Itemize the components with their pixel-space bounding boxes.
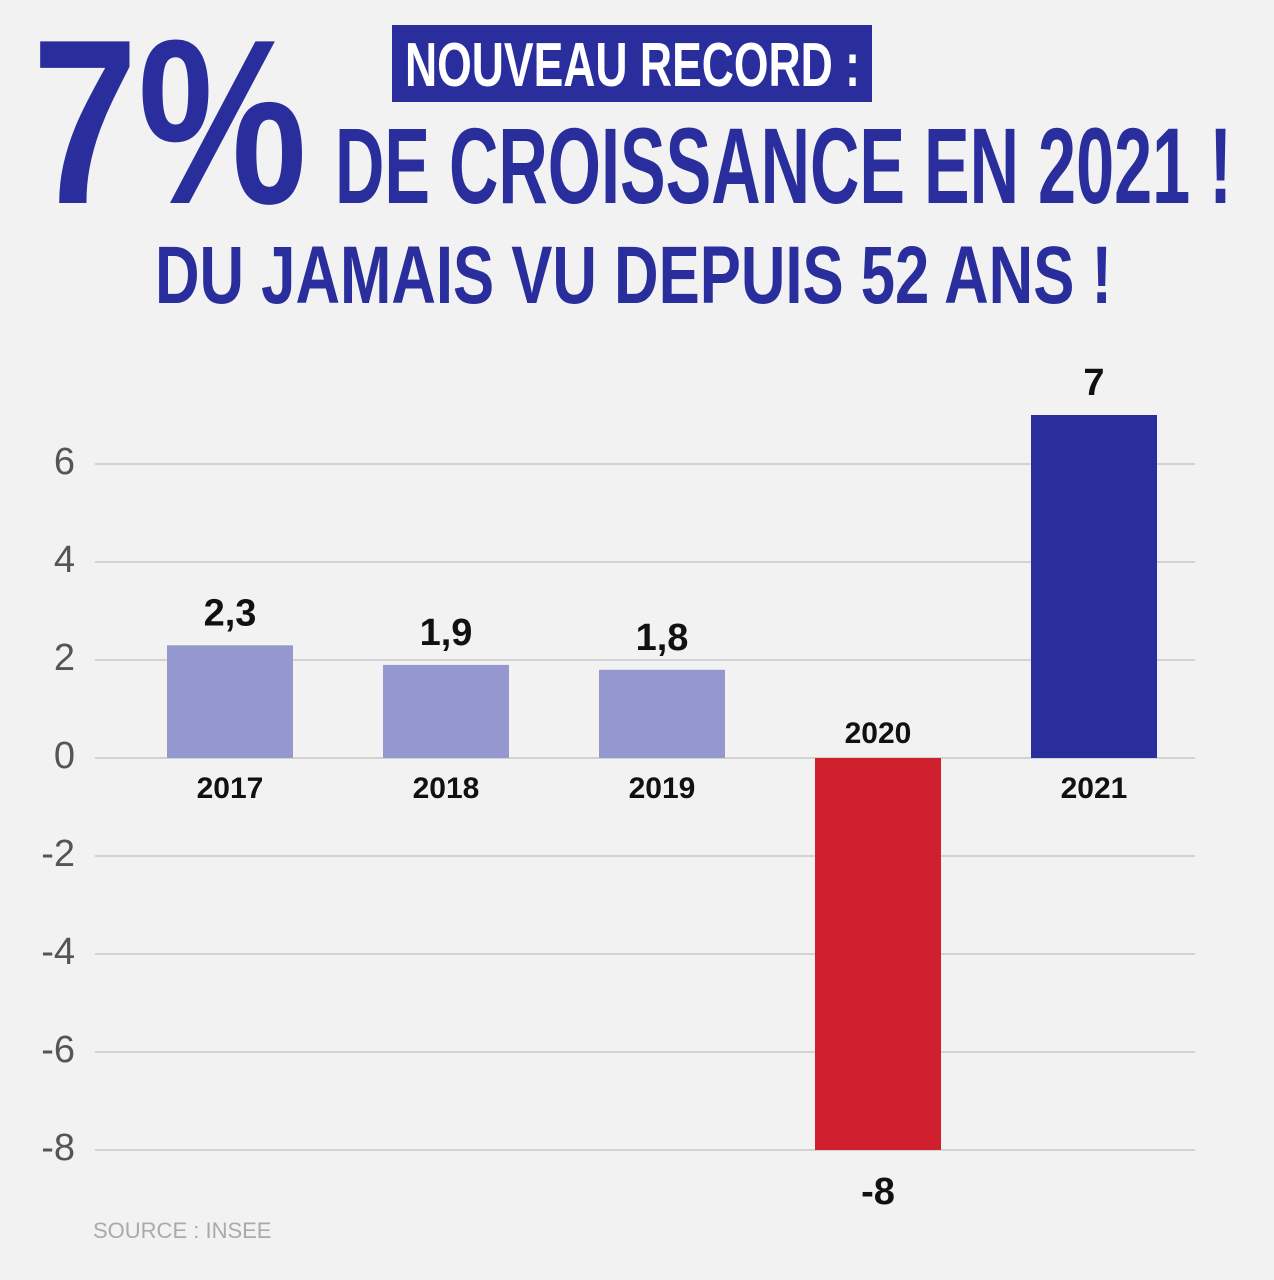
x-tick-label: 2020 (845, 717, 912, 750)
y-tick-label: 6 (54, 441, 75, 483)
value-label: 1,9 (420, 612, 473, 654)
x-tick-label: 2021 (1061, 772, 1128, 805)
value-label: 2,3 (204, 592, 257, 634)
badge: NOUVEAU RECORD : (405, 31, 860, 100)
y-tick-label: 4 (54, 539, 75, 581)
bar (599, 669, 725, 758)
x-tick-label: 2019 (629, 772, 696, 805)
y-tick-label: 2 (54, 637, 75, 679)
bar (167, 645, 293, 758)
y-tick-label: -2 (41, 833, 75, 875)
badge-box (392, 25, 872, 102)
x-tick-label: 2017 (197, 772, 264, 805)
y-tick-label: -4 (41, 931, 75, 973)
value-label: 7 (1083, 362, 1104, 404)
y-tick-label: 0 (54, 735, 75, 777)
value-label: -8 (861, 1171, 895, 1213)
bar (1031, 415, 1157, 758)
source: SOURCE : INSEE (93, 1218, 271, 1243)
bar (383, 664, 509, 758)
x-tick-label: 2018 (413, 772, 480, 805)
value-label: 1,8 (636, 617, 689, 659)
chart-title: DE CROISSANCE EN 2021 ! (335, 105, 1232, 226)
headline: 7% (32, 0, 307, 253)
chart-subtitle: DU JAMAIS VU DEPUIS 52 ANS ! (155, 230, 1112, 321)
y-tick-label: -6 (41, 1029, 75, 1071)
y-tick-label: -8 (41, 1127, 75, 1169)
bar (815, 758, 941, 1150)
